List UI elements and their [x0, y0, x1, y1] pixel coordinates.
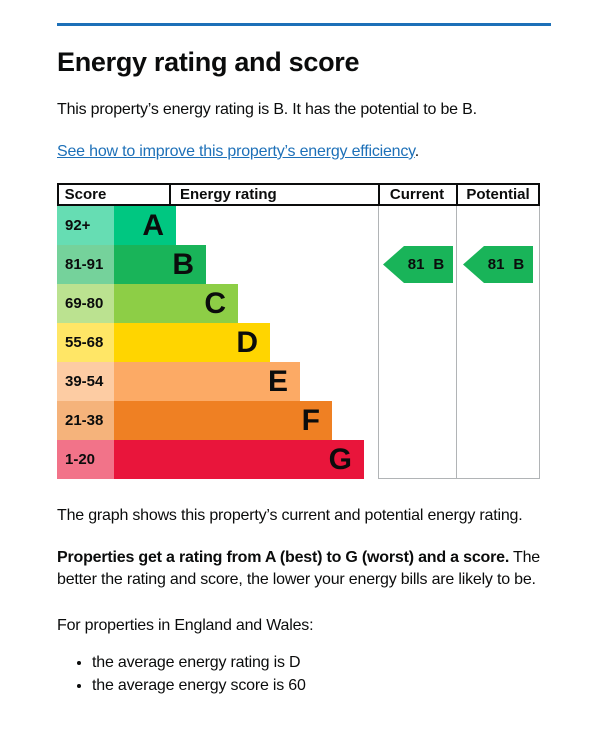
energy-rating-chart: Score Energy rating Current Potential 92… [57, 183, 540, 479]
chart-header-row: Score Energy rating Current Potential [57, 183, 540, 206]
page-title: Energy rating and score [57, 47, 360, 77]
band-bar-e: E [114, 362, 300, 401]
band-score-range: 92+ [57, 206, 114, 245]
epc-band-row-a: 92+ A [57, 206, 540, 245]
band-letter: D [236, 326, 258, 359]
chart-bottom-border [378, 478, 540, 479]
band-score-range: 55-68 [57, 323, 114, 362]
link-period: . [414, 143, 420, 160]
improve-link-row: See how to improve this property’s energ… [57, 142, 551, 162]
section-divider [57, 23, 551, 26]
column-header-potential: Potential [466, 186, 530, 203]
improve-efficiency-link[interactable]: See how to improve this property’s energ… [57, 143, 415, 160]
epc-band-row-g: 1-20 G [57, 440, 540, 479]
header-border-score-rating [169, 185, 171, 204]
epc-band-row-c: 69-80 C [57, 284, 540, 323]
column-header-current: Current [389, 186, 445, 203]
averages-list: the average energy rating is Dthe averag… [57, 651, 551, 697]
epc-page: Energy rating and score This property’s … [57, 23, 551, 697]
potential-rating-value: 81 B [472, 256, 525, 273]
header-border-left [57, 185, 59, 204]
band-score-range: 39-54 [57, 362, 114, 401]
band-bar-f: F [114, 401, 332, 440]
epc-band-row-b: 81-91 B [57, 245, 540, 284]
potential-rating-score: 81 [487, 256, 505, 273]
band-letter: E [267, 365, 288, 398]
band-bar-b: B [114, 245, 206, 284]
current-rating-score: 81 [407, 256, 425, 273]
band-bar-d: D [114, 323, 270, 362]
band-score-range: 1-20 [57, 440, 114, 479]
band-score-range: 69-80 [57, 284, 114, 323]
band-score-range: 81-91 [57, 245, 114, 284]
current-column-left-border [378, 206, 379, 479]
epc-band-row-f: 21-38 F [57, 401, 540, 440]
potential-column-left-border [456, 206, 457, 479]
band-bar-c: C [114, 284, 238, 323]
rating-summary-text: This property’s energy rating is B. It h… [57, 101, 477, 118]
potential-rating-band: B [513, 256, 525, 273]
potential-column-right-border [539, 206, 540, 479]
chart-caption: The graph shows this property’s current … [57, 507, 523, 524]
list-item: the average energy rating is D [92, 651, 551, 674]
band-letter: C [204, 287, 226, 320]
band-bar-a: A [114, 206, 176, 245]
epc-band-row-e: 39-54 E [57, 362, 540, 401]
rating-explanation: Properties get a rating from A (best) to… [57, 547, 551, 591]
band-letter: B [172, 248, 194, 281]
header-border-rating-current [378, 185, 380, 204]
list-item: the average energy score is 60 [92, 674, 551, 697]
current-rating-band: B [433, 256, 445, 273]
rating-explanation-bold: Properties get a rating from A (best) to… [57, 549, 510, 566]
rating-explanation-rest: The better the rating and score, the low… [57, 549, 541, 588]
chart-body: 92+ A 81-91 B 69-80 C 55-68 D 39-54 E 21-38 F 1-20 G … [57, 206, 540, 479]
header-border-current-potential [456, 185, 458, 204]
band-score-range: 21-38 [57, 401, 114, 440]
band-letter: F [301, 404, 320, 437]
band-letter: G [328, 443, 352, 476]
current-rating-value: 81 B [392, 256, 445, 273]
header-border-right [538, 185, 540, 204]
band-letter: A [142, 209, 164, 242]
regional-heading: For properties in England and Wales: [57, 617, 314, 634]
column-header-energy-rating: Energy rating [180, 186, 277, 203]
column-header-score: Score [64, 186, 107, 203]
band-bar-g: G [114, 440, 364, 479]
epc-band-row-d: 55-68 D [57, 323, 540, 362]
